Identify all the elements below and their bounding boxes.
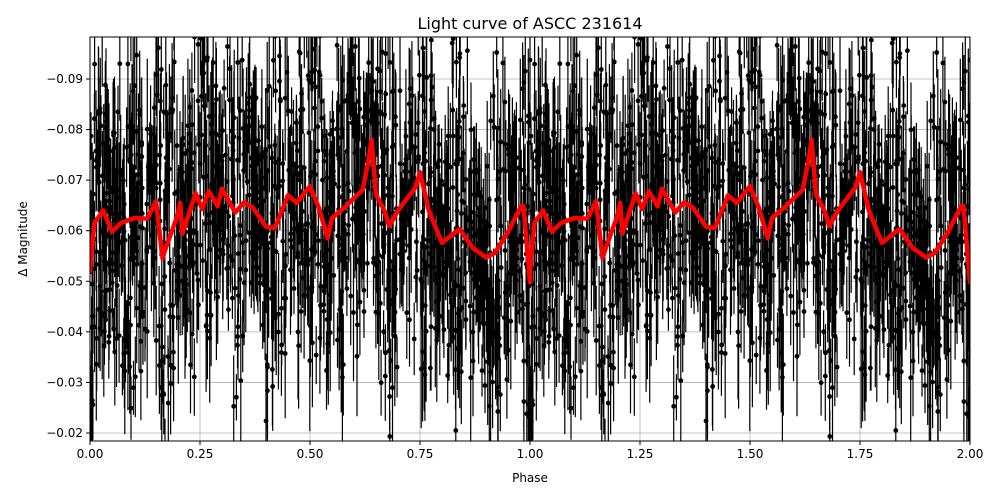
x-tick-label: 0.50 bbox=[297, 447, 324, 461]
y-tick-label: −0.02 bbox=[46, 426, 83, 440]
x-tick-label: 1.75 bbox=[847, 447, 874, 461]
chart-title: Light curve of ASCC 231614 bbox=[417, 14, 642, 33]
x-tick-label: 0.75 bbox=[407, 447, 434, 461]
y-tick-label: −0.05 bbox=[46, 274, 83, 288]
y-tick-label: −0.04 bbox=[46, 325, 83, 339]
x-axis-ticks: 0.00 0.25 0.50 0.75 1.00 1.25 1.50 1.75 2.00 bbox=[77, 441, 984, 461]
x-axis-label: Phase bbox=[512, 471, 548, 485]
y-tick-label: −0.07 bbox=[46, 173, 83, 187]
x-tick-label: 1.25 bbox=[627, 447, 654, 461]
red-model-curve bbox=[90, 137, 970, 285]
y-axis-label: Δ Magnitude bbox=[16, 201, 30, 277]
x-tick-label: 1.50 bbox=[737, 447, 764, 461]
x-tick-label: 2.00 bbox=[957, 447, 984, 461]
y-tick-label: −0.06 bbox=[46, 224, 83, 238]
x-tick-label: 0.00 bbox=[77, 447, 104, 461]
x-tick-label: 0.25 bbox=[187, 447, 214, 461]
y-tick-label: −0.08 bbox=[46, 123, 83, 137]
y-axis-ticks: −0.09 −0.08 −0.07 −0.06 −0.05 −0.04 −0.03 −0.02 bbox=[46, 72, 90, 440]
x-tick-label: 1.00 bbox=[517, 447, 544, 461]
y-tick-label: −0.03 bbox=[46, 375, 83, 389]
y-tick-label: −0.09 bbox=[46, 72, 83, 86]
